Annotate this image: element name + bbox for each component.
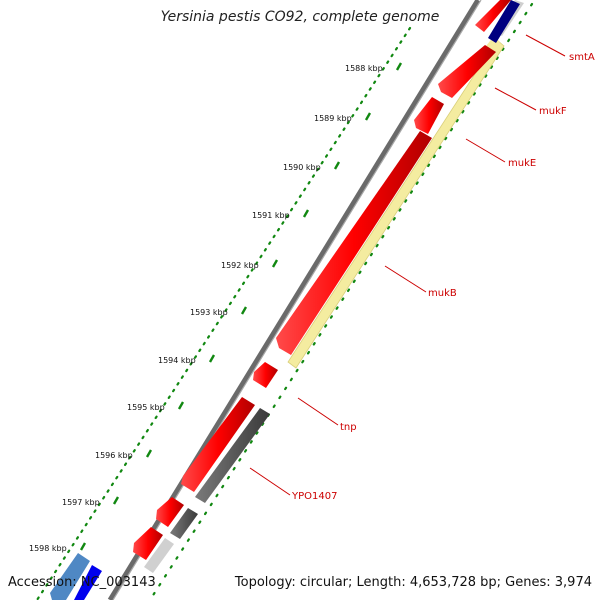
tick-mark [112,496,120,505]
tick-mark [395,62,403,71]
tick-label: 1591 kbp [252,211,290,220]
dark-feature-lower [170,508,198,539]
gene-label-mukE: mukE [508,158,536,169]
dark-feature-ypo1407 [195,408,270,503]
tick-mark [145,449,153,458]
navy-feature-smtA [488,0,520,43]
scale-dotted-track [35,26,412,600]
tick-label: 1597 kbp [62,498,100,507]
tick-marks [79,62,403,551]
tick-mark [364,112,372,121]
cds-arrow-mukB [276,131,432,355]
tick-mark [240,306,248,315]
tick-label: 1588 kbp [345,64,383,73]
highlight-band [287,39,505,369]
accession-text: Accession: NC_003143 [8,575,156,590]
tick-label: 1590 kbp [283,163,321,172]
gene-label-smtA: smtA [569,52,595,63]
cds-arrow-mukF [438,45,496,98]
light-feature-lower [144,538,174,573]
gene-label-mukB: mukB [428,288,457,299]
blue-feature [74,565,102,600]
tick-mark [177,401,185,410]
cds-arrow-lower-1 [156,497,184,527]
tick-mark [79,542,87,551]
tick-labels: 1588 kbp 1589 kbp 1590 kbp 1591 kbp 1592 kbp… [29,64,383,553]
tick-mark [333,161,341,170]
map-title: Yersinia pestis CO92, complete genome [160,9,440,25]
tick-label: 1589 kbp [314,114,352,123]
label-connectors [249,34,566,496]
tick-mark [271,259,279,268]
tick-label: 1595 kbp [127,403,165,412]
tick-label: 1596 kbp [95,451,133,460]
inner-dotted-track [148,2,534,600]
cds-arrow-mukE [414,97,444,134]
cds-arrow-ypo1407 [181,397,255,492]
gene-label-mukF: mukF [539,106,567,117]
gene-label-ypo1407: YPO1407 [291,491,337,502]
tick-mark [302,209,310,218]
cds-arrow-lower-2 [133,527,163,560]
tick-label: 1594 kbp [158,356,196,365]
tick-label: 1593 kbp [190,308,228,317]
summary-text: Topology: circular; Length: 4,653,728 bp… [234,575,592,590]
tick-mark [208,354,216,363]
cds-arrow-tnp [253,362,278,388]
steel-blue-feature [50,553,90,600]
gene-label-tnp: tnp [340,422,357,433]
tick-label: 1592 kbp [221,261,259,270]
cds-arrow-top [475,0,511,32]
tick-label: 1598 kbp [29,544,67,553]
